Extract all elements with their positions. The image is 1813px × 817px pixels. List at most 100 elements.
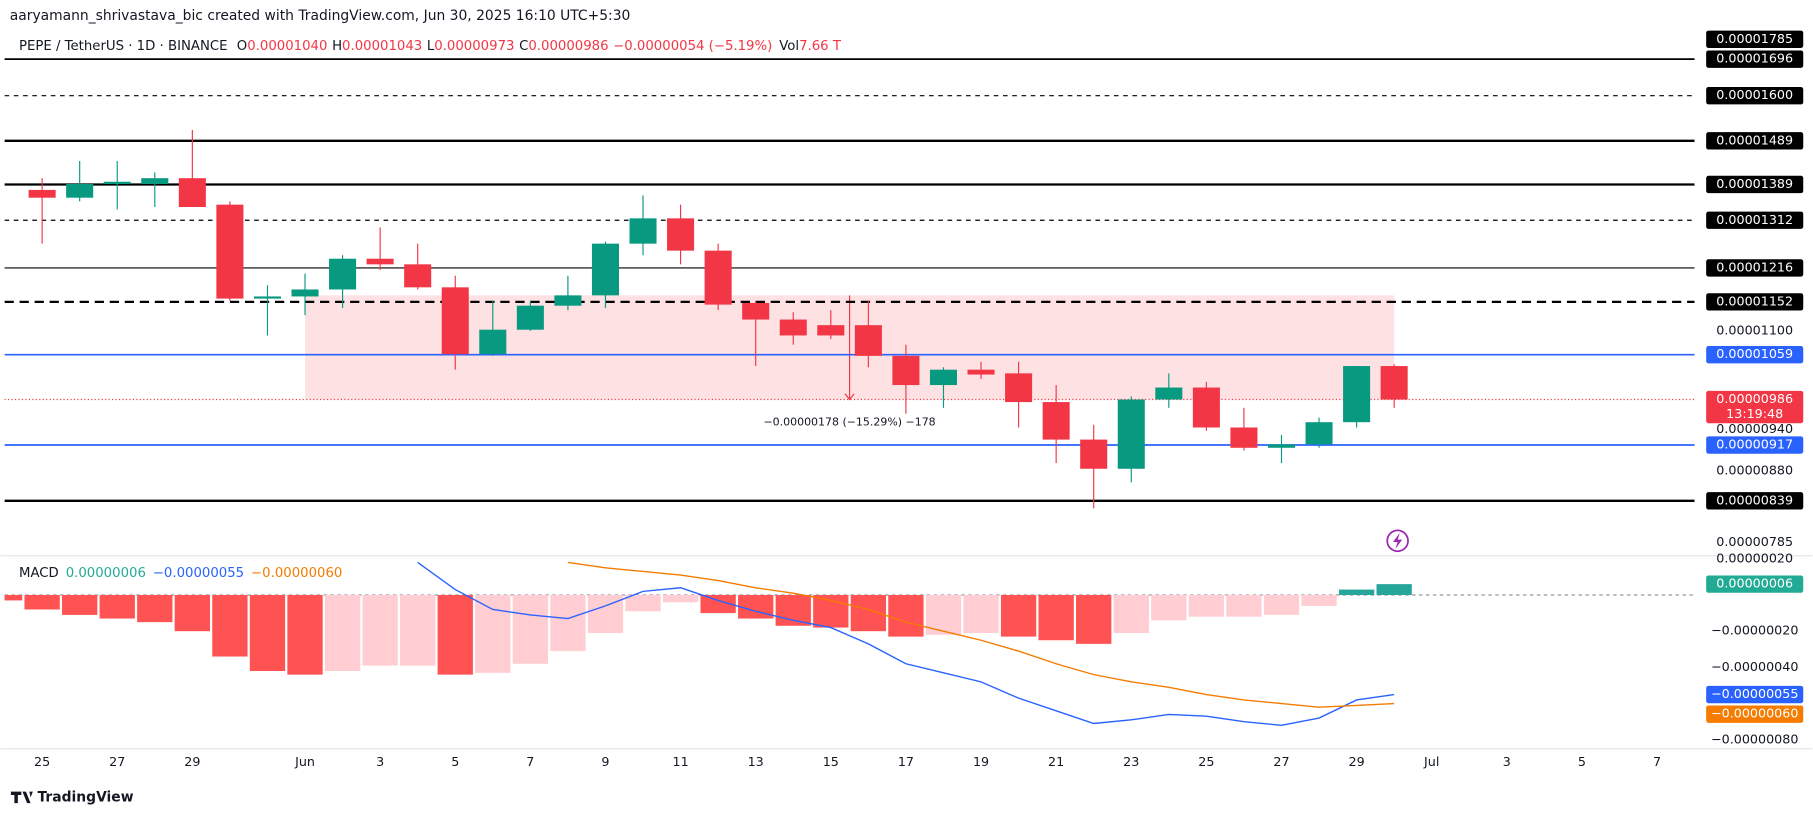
candle-body bbox=[779, 319, 807, 336]
candle-body bbox=[817, 325, 845, 336]
histogram-bar bbox=[888, 594, 924, 637]
level-label: 0.00001152 bbox=[1716, 293, 1793, 308]
level-label-box bbox=[1706, 492, 1804, 510]
y-tick-label: −0.00000080 bbox=[1711, 731, 1798, 746]
candle-body bbox=[291, 289, 319, 297]
level-label-box bbox=[1706, 87, 1804, 105]
candle-body bbox=[929, 369, 957, 386]
credit: aaryamann_shrivastava_bic created with T… bbox=[10, 8, 631, 24]
candle-body bbox=[1380, 366, 1408, 400]
candle-body bbox=[554, 295, 582, 306]
candle-body bbox=[591, 243, 619, 296]
footer-logo bbox=[10, 791, 33, 804]
legend-value: 0.00001043 bbox=[342, 39, 422, 54]
histogram-bar bbox=[137, 594, 173, 623]
x-tick-label: 25 bbox=[1198, 754, 1214, 769]
level-label: 0.00001600 bbox=[1716, 87, 1793, 102]
histogram-bar bbox=[1038, 594, 1074, 641]
histogram-bar bbox=[1076, 594, 1112, 644]
histogram-bar bbox=[4, 594, 23, 601]
level-label-box bbox=[1706, 30, 1804, 48]
histogram-bar bbox=[174, 594, 210, 632]
legend-value: 0.00000973 bbox=[434, 39, 514, 54]
macd-legend: MACD 0.00000006 −0.00000055 −0.00000060 bbox=[19, 566, 342, 581]
legend-value: 0.00000986 bbox=[528, 39, 608, 54]
legend-volume: 7.66 T bbox=[799, 39, 842, 54]
last-value-label-box bbox=[1706, 705, 1804, 723]
candle-body bbox=[66, 184, 94, 198]
candle-body bbox=[1230, 427, 1258, 448]
candle-body bbox=[1080, 439, 1108, 469]
x-tick-label: 23 bbox=[1123, 754, 1139, 769]
candle-body bbox=[253, 296, 281, 299]
legend-key: O bbox=[237, 39, 247, 54]
histogram-bar bbox=[99, 594, 135, 619]
histogram-bar bbox=[1376, 584, 1412, 595]
level-label: 0.00001059 bbox=[1716, 346, 1793, 361]
candle-body bbox=[1117, 399, 1145, 469]
candle-body bbox=[1005, 373, 1033, 403]
legend-key: L bbox=[427, 39, 435, 54]
candle-body bbox=[1042, 402, 1070, 440]
histogram-bar bbox=[437, 594, 473, 675]
histogram-bar bbox=[324, 594, 361, 672]
x-tick-label: 5 bbox=[1578, 754, 1586, 769]
candle-body bbox=[1343, 366, 1371, 423]
histogram-bar bbox=[625, 594, 661, 612]
candle-body bbox=[516, 305, 544, 330]
x-tick-label: 3 bbox=[376, 754, 384, 769]
histogram-bar bbox=[212, 594, 248, 657]
level-label-box bbox=[1706, 436, 1804, 454]
y-tick-label: 0.00000785 bbox=[1716, 534, 1793, 549]
level-label-box bbox=[1706, 211, 1804, 229]
x-tick-label: 19 bbox=[973, 754, 989, 769]
histogram-bar bbox=[512, 594, 549, 664]
candle-body bbox=[141, 178, 169, 185]
candle-body bbox=[1305, 422, 1333, 445]
candle-body bbox=[1192, 387, 1220, 428]
legend-value: 0.00001040 bbox=[247, 39, 327, 54]
macd-legend-value: 0.00000006 bbox=[66, 566, 146, 581]
legend-change: −0.00000054 (−5.19%) bbox=[613, 39, 772, 54]
x-tick-label: 21 bbox=[1048, 754, 1064, 769]
legend-key: H bbox=[332, 39, 342, 54]
x-tick-label: 13 bbox=[748, 754, 764, 769]
candle-body bbox=[629, 218, 657, 244]
level-label: 0.00001489 bbox=[1716, 132, 1793, 147]
histogram-bar bbox=[249, 594, 286, 672]
level-label-box bbox=[1706, 259, 1804, 277]
last-value-label: 0.00000006 bbox=[1716, 576, 1793, 591]
current-price-label: 0.00000986 bbox=[1716, 391, 1793, 406]
candle-body bbox=[366, 258, 394, 265]
x-tick-label: 9 bbox=[601, 754, 609, 769]
histogram-bar bbox=[287, 594, 323, 675]
x-tick-label: 27 bbox=[109, 754, 125, 769]
x-tick-label: 3 bbox=[1503, 754, 1511, 769]
lightning-icon bbox=[1386, 529, 1409, 553]
level-label: 0.00001312 bbox=[1716, 212, 1793, 227]
histogram-bar bbox=[1000, 594, 1037, 637]
level-label: 0.00000917 bbox=[1716, 437, 1793, 452]
histogram-bar bbox=[1226, 594, 1262, 617]
macd-legend-value: −0.00000060 bbox=[251, 566, 342, 581]
level-label: 0.00001696 bbox=[1716, 51, 1793, 66]
x-tick-label: 5 bbox=[451, 754, 459, 769]
histogram-bar bbox=[362, 594, 398, 666]
last-value-label-box bbox=[1706, 685, 1804, 704]
legend-volume-key: Vol bbox=[779, 39, 799, 54]
x-tick-label: 29 bbox=[184, 754, 200, 769]
level-label-box bbox=[1706, 346, 1804, 364]
candle-body bbox=[1155, 387, 1183, 400]
level-label: 0.00001216 bbox=[1716, 259, 1793, 274]
candle-body bbox=[28, 189, 56, 198]
x-tick-label: 25 bbox=[34, 754, 50, 769]
macd-legend-title: MACD bbox=[19, 566, 59, 581]
y-tick-label: 0.00000940 bbox=[1716, 421, 1793, 436]
price-pane bbox=[4, 58, 1695, 509]
histogram-bar bbox=[1338, 589, 1375, 595]
histogram-bar bbox=[775, 594, 811, 626]
macd-legend-value: −0.00000055 bbox=[153, 566, 244, 581]
x-tick-label: Jun bbox=[294, 754, 315, 769]
